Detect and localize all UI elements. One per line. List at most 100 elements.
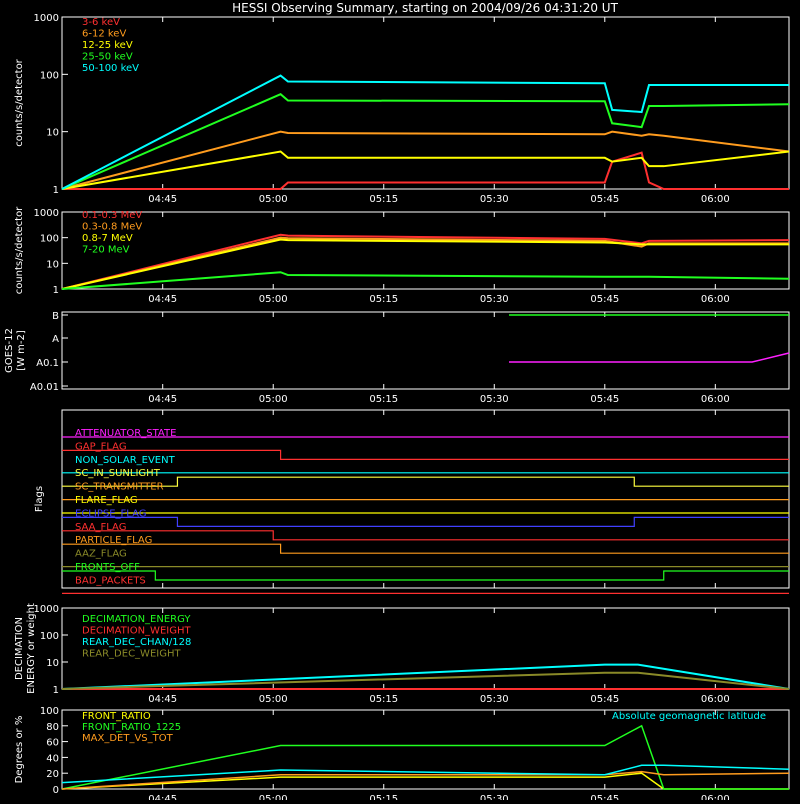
x-tick-label: 05:30 — [480, 694, 509, 705]
x-tick-label: 05:00 — [259, 794, 288, 800]
y-tick-label: 100 — [40, 706, 59, 717]
legend-entry: FRONT_RATIO — [82, 711, 151, 722]
series-line-4 — [61, 74, 789, 190]
flag-line-3 — [62, 476, 789, 487]
y-axis-label: DECIMATION — [14, 617, 25, 680]
y-tick-label: A — [52, 334, 59, 345]
y-tick-label: 1000 — [34, 604, 59, 615]
x-tick-label: 06:00 — [701, 194, 730, 205]
flag-label: NON_SOLAR_EVENT — [75, 455, 176, 466]
legend-entry: DECIMATION_ENERGY — [82, 614, 191, 625]
x-tick-label: 05:45 — [590, 794, 619, 800]
y-axis-label: GOES-12 — [4, 328, 15, 373]
x-tick-label: 05:45 — [590, 694, 619, 705]
x-tick-label: 06:00 — [701, 394, 730, 405]
legend-entry: 7-20 MeV — [82, 245, 130, 256]
flag-line-7 — [62, 530, 789, 541]
y-axis-label-2: ENERGY or weight — [26, 603, 37, 694]
flag-label: AAZ_FLAG — [75, 549, 127, 560]
y-tick-label: 100 — [40, 631, 59, 642]
y-axis-label: counts/s/detector — [14, 58, 25, 146]
y-axis-label-2: [W m-2] — [16, 330, 27, 371]
flag-label: PARTICLE_FLAG — [75, 535, 152, 546]
y-tick-label: 10 — [46, 658, 59, 669]
y-tick-label: 1 — [53, 285, 59, 296]
flag-label: FLARE_FLAG — [75, 495, 138, 506]
ratio-series-line-2 — [61, 770, 790, 790]
x-tick-label: 06:00 — [701, 694, 730, 705]
panel-frame-1 — [61, 211, 790, 290]
y-tick-label: 10 — [46, 259, 59, 270]
x-tick-label: 04:45 — [148, 194, 177, 205]
series-line-2 — [61, 150, 790, 190]
x-tick-label: 05:30 — [480, 794, 509, 800]
flag-label: SAA_FLAG — [75, 522, 126, 533]
x-tick-label: 05:45 — [590, 394, 619, 405]
flag-line-8 — [62, 543, 789, 554]
y-tick-label: 100 — [40, 234, 59, 245]
y-tick-label: 1 — [53, 185, 59, 196]
x-tick-label: 05:15 — [369, 794, 398, 800]
y-tick-label: 40 — [46, 753, 59, 764]
flag-line-6 — [62, 516, 789, 527]
y-axis-label: counts/s/detector — [14, 206, 25, 294]
legend-entry: FRONT_RATIO_1225 — [82, 722, 181, 733]
flag-label: GAP_FLAG — [75, 441, 127, 452]
flag-label: FRONTS_OFF — [75, 562, 140, 573]
x-tick-label: 05:45 — [590, 294, 619, 305]
legend-entry: MAX_DET_VS_TOT — [82, 733, 174, 744]
y-tick-label: A0.1 — [36, 358, 59, 369]
flag-label: SC_IN_SUNLIGHT — [75, 468, 161, 479]
flag-label: ATTENUATOR_STATE — [75, 428, 176, 439]
x-tick-label: 06:00 — [701, 794, 730, 800]
x-tick-label: 05:30 — [480, 194, 509, 205]
y-axis-label: Flags — [34, 486, 45, 512]
legend-entry: Absolute geomagnetic latitude — [612, 711, 766, 722]
legend-entry: 25-50 keV — [82, 52, 133, 63]
legend-entry: 0.1-0.3 MeV — [82, 210, 142, 221]
x-tick-label: 05:15 — [369, 194, 398, 205]
legend-entry: REAR_DEC_WEIGHT — [82, 649, 181, 660]
flag-line-1 — [62, 449, 789, 460]
x-tick-label: 05:30 — [480, 394, 509, 405]
y-tick-label: 0 — [53, 785, 59, 796]
y-tick-label: A0.01 — [30, 382, 59, 393]
figure-title: HESSI Observing Summary, starting on 200… — [232, 1, 618, 15]
flag-label: ECLIPSE_FLAG — [75, 508, 146, 519]
y-tick-label: B — [52, 311, 59, 322]
legend-entry: 3-6 keV — [82, 17, 120, 28]
x-tick-label: 05:00 — [259, 694, 288, 705]
flag-line-10 — [62, 570, 789, 581]
y-tick-label: 100 — [40, 70, 59, 81]
x-tick-label: 04:45 — [148, 794, 177, 800]
ratio-series-line-1 — [61, 724, 789, 790]
flag-label: SC_TRANSMITTER — [75, 482, 164, 493]
x-tick-label: 05:15 — [369, 694, 398, 705]
x-tick-label: 05:15 — [369, 394, 398, 405]
legend-entry: DECIMATION_WEIGHT — [82, 626, 191, 637]
x-tick-label: 05:00 — [259, 294, 288, 305]
x-tick-label: 05:30 — [480, 294, 509, 305]
panel-frame-5 — [61, 709, 790, 790]
goes-series-line-1 — [509, 352, 790, 363]
x-tick-label: 05:15 — [369, 294, 398, 305]
panel-frame-0 — [61, 16, 790, 190]
y-tick-label: 1000 — [34, 208, 59, 219]
series-line-2 — [61, 238, 789, 290]
panel-frame-2 — [61, 311, 790, 390]
x-tick-label: 04:45 — [148, 294, 177, 305]
y-tick-label: 60 — [46, 738, 59, 749]
x-tick-label: 05:45 — [590, 194, 619, 205]
y-tick-label: 20 — [46, 769, 59, 780]
y-tick-label: 1000 — [34, 13, 59, 24]
legend-entry: REAR_DEC_CHAN/128 — [82, 637, 191, 648]
x-tick-label: 05:00 — [259, 394, 288, 405]
legend-entry: 12-25 keV — [82, 40, 133, 51]
series-line-1 — [61, 130, 790, 190]
legend-entry: 50-100 keV — [82, 63, 139, 74]
y-axis-label: Degrees or % — [14, 716, 25, 784]
series-line-0 — [61, 233, 790, 290]
series-line-2 — [61, 663, 790, 690]
legend-entry: 0.3-0.8 MeV — [82, 222, 142, 233]
